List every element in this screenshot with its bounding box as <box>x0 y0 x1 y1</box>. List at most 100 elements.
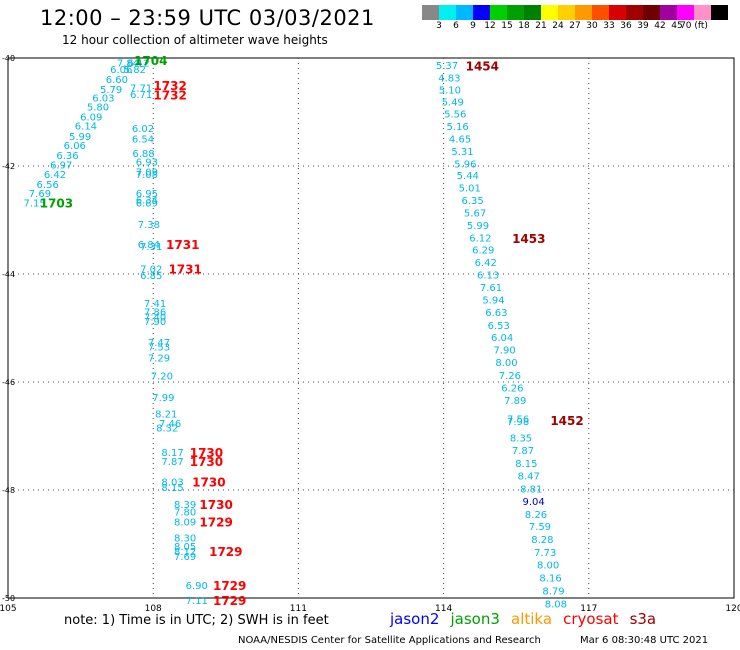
legend-swatch <box>677 5 694 20</box>
wave-height-label: 8.16 <box>539 573 561 584</box>
legend-label: 9 <box>470 21 476 31</box>
wave-height-label: 6.34 <box>136 195 158 206</box>
wave-height-label: 8.17 <box>161 448 183 459</box>
wave-height-label: 6.02 <box>132 124 154 135</box>
legend-swatch <box>507 5 524 20</box>
plot-frame <box>7 57 735 599</box>
wave-height-label: 7.11 <box>186 596 208 607</box>
wave-height-label: 7.99 <box>152 393 174 404</box>
wave-height-label: 6.54 <box>132 134 154 145</box>
legend-label: 6 <box>453 21 459 31</box>
footer-date: Mar 6 08:30:48 UTC 2021 <box>580 635 709 646</box>
wave-height-label: 6.60 <box>106 75 128 86</box>
legend-swatch <box>609 5 626 20</box>
wave-height-label: 6.14 <box>75 122 97 133</box>
wave-height-label: 7.56 <box>507 415 529 426</box>
wave-height-label: 5.16 <box>447 122 469 133</box>
wave-height-label: 7.47 <box>148 338 170 349</box>
wave-height-label: 5.56 <box>444 110 466 121</box>
wave-height-label: 7.46 <box>159 419 181 430</box>
x-tick-label: 117 <box>580 604 597 614</box>
wave-height-label: 8.15 <box>515 459 537 470</box>
time-label: 1730 <box>190 446 223 460</box>
wave-height-label: 7.69 <box>174 552 196 563</box>
wave-height-label: 5.37 <box>436 61 458 72</box>
wave-height-label: 7.40 <box>144 313 166 324</box>
time-label: 1704 <box>134 54 167 68</box>
wave-height-label: 6.06 <box>64 141 86 152</box>
legend-swatch <box>592 5 609 20</box>
legend-swatch <box>643 5 660 20</box>
wave-height-label: 6.09 <box>80 112 102 123</box>
wave-height-label: 6.13 <box>477 271 499 282</box>
wave-height-label: 9.04 <box>522 497 544 508</box>
legend-swatch <box>626 5 643 20</box>
chart-title: 12:00 – 23:59 UTC 03/03/2021 <box>40 6 375 30</box>
wave-height-label: 8.28 <box>531 535 553 546</box>
legend-swatch <box>711 5 728 20</box>
wave-height-label: 8.81 <box>520 484 542 495</box>
wave-height-label: 5.99 <box>69 132 91 143</box>
sat-legend-jason2: jason2 <box>390 610 440 628</box>
wave-height-label: 8.00 <box>537 561 559 572</box>
wave-height-label: 7.02 <box>140 265 162 276</box>
y-tick-label: -46 <box>2 378 15 387</box>
legend-swatch <box>456 5 473 20</box>
wave-height-label: 6.06 <box>110 65 132 76</box>
wave-height-label: 6.35 <box>462 196 484 207</box>
wave-height-label: 8.47 <box>518 471 540 482</box>
wave-height-label: 8.21 <box>155 409 177 420</box>
wave-height-label: 8.03 <box>161 477 183 488</box>
footer-note: note: 1) Time is in UTC; 2) SWH is in fe… <box>64 613 329 628</box>
wave-height-label: 6.42 <box>475 258 497 269</box>
x-tick-label: 111 <box>290 604 307 614</box>
wave-height-label: 7.80 <box>174 508 196 519</box>
wave-height-label: 7.69 <box>29 189 51 200</box>
wave-height-label: 8.00 <box>495 358 517 369</box>
legend-swatch <box>541 5 558 20</box>
sat-legend-s3a: s3a <box>629 610 657 628</box>
wave-height-label: 6.03 <box>92 93 114 104</box>
wave-height-label: 6.90 <box>186 581 208 592</box>
wave-height-label: 5.49 <box>442 98 464 109</box>
time-label: 1730 <box>190 455 223 469</box>
wave-height-label: 6.12 <box>469 233 491 244</box>
legend-label: 15 <box>501 21 513 31</box>
wave-height-label: 7.89 <box>504 396 526 407</box>
wave-height-label: 7.86 <box>144 307 166 318</box>
wave-height-label: 7.29 <box>148 354 170 365</box>
time-label: 1703 <box>40 197 73 211</box>
wave-height-label: 6.36 <box>56 151 78 162</box>
wave-height-label: 5.01 <box>459 184 481 195</box>
wave-height-label: 4.83 <box>438 73 460 84</box>
wave-height-label: 7.41 <box>144 299 166 310</box>
wave-height-label: 7.71 <box>130 84 152 95</box>
wave-height-label: 6.53 <box>488 321 510 332</box>
wave-height-label: 7.90 <box>493 346 515 357</box>
legend-label: 36 <box>620 21 632 31</box>
wave-height-label: 5.10 <box>439 85 461 96</box>
wave-height-label: 6.88 <box>132 149 154 160</box>
wave-height-label: 7.38 <box>138 220 160 231</box>
legend-swatch <box>524 5 541 20</box>
wave-height-label: 7.15 <box>23 199 45 210</box>
wave-height-label: 5.80 <box>87 103 109 114</box>
legend-label: 12 <box>484 21 496 31</box>
y-tick-label: -40 <box>2 54 15 63</box>
wave-height-label: 6.42 <box>44 170 66 181</box>
wave-height-label: 8.79 <box>542 586 564 597</box>
footer-credit: NOAA/NESDIS Center for Satellite Applica… <box>238 635 541 646</box>
legend-swatch <box>575 5 592 20</box>
x-tick-label: 120 <box>725 604 740 614</box>
x-tick-label: 108 <box>145 604 162 614</box>
time-label: 1731 <box>168 263 201 277</box>
wave-height-label: 6.84 <box>138 240 160 251</box>
wave-height-label: 8.09 <box>174 517 196 528</box>
wave-height-label: 6.97 <box>50 160 72 171</box>
wave-height-label: 6.89 <box>136 199 158 210</box>
wave-height-label: 8.08 <box>545 599 567 610</box>
wave-height-label: 5.31 <box>451 147 473 158</box>
time-label: 1452 <box>550 414 583 428</box>
time-label: 1729 <box>213 579 246 593</box>
